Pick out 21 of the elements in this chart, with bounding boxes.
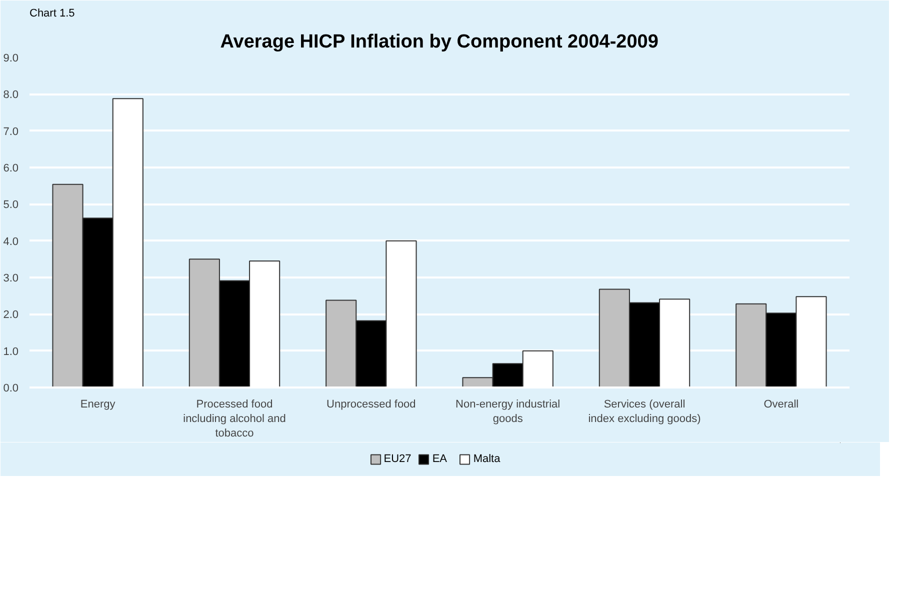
x-tick-label: Non-energy industrial goods [456,398,560,425]
y-tick-label: 3.0 [3,272,19,284]
x-tick-label: Unprocessed food [326,398,416,410]
x-tick-label: Processed food including alcohol and tobacco [183,398,286,440]
x-tick-label: Services (overall index excluding goods) [588,398,701,425]
y-tick-label: 9.0 [3,52,19,64]
y-tick-label: 6.0 [3,162,19,174]
y-tick-label: 2.0 [3,309,19,322]
y-tick-label: 1.0 [3,346,19,358]
legend-label: Malta [473,453,500,465]
chart-title: Average HICP Inflation by Component 2004-2009 [220,32,658,52]
y-tick-label: 8.0 [3,89,19,102]
caption: Chart 1.5 [30,8,75,20]
y-tick-label: 7.0 [3,126,19,138]
y-tick-label: 4.0 [3,236,19,248]
legend-label: EA [432,453,448,465]
legend-label: EU27 [384,453,412,465]
x-tick-label: Energy [80,398,116,410]
x-tick-label: Overall [764,398,799,410]
y-tick-label: 5.0 [3,199,19,212]
y-tick-label: 0.0 [3,382,19,394]
